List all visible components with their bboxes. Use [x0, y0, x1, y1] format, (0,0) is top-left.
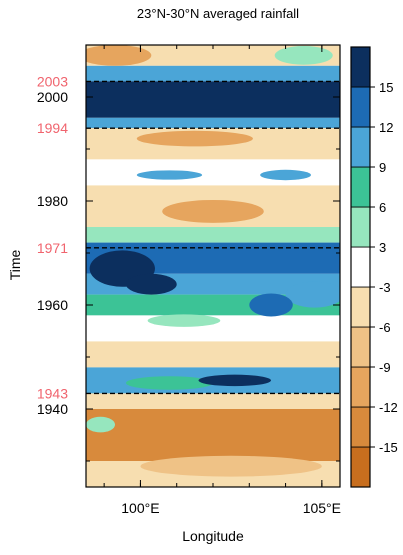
rainfall-contour-cell: [140, 455, 322, 477]
x-tick-label: 100°E: [121, 500, 159, 516]
colorbar-frame: [350, 46, 371, 488]
colorbar-tick-label: -12: [379, 400, 398, 415]
rainfall-contour-cell: [86, 45, 152, 66]
rainfall-contour-cell: [147, 314, 221, 327]
marked-year-label: 2003: [37, 73, 68, 89]
rainfall-band: [86, 409, 340, 461]
colorbar-swatch: [350, 446, 371, 488]
chart-title: 23°N-30°N averaged rainfall: [137, 6, 299, 21]
colorbar-tick-label: -3: [379, 280, 391, 295]
y-tick-label: 2000: [37, 89, 68, 105]
rainfall-contour-cell: [136, 170, 203, 180]
rainfall-band: [86, 341, 340, 368]
y-axis-label: Time: [7, 249, 23, 280]
colorbar-tick-label: 9: [379, 160, 386, 175]
rainfall-contour-cell: [125, 376, 213, 390]
y-tick-label: 1960: [37, 297, 68, 313]
colorbar-swatch: [350, 246, 371, 288]
colorbar-tick-label: -9: [379, 360, 391, 375]
colorbar-tick-label: 12: [379, 120, 393, 135]
colorbar-swatch: [350, 366, 371, 408]
rainfall-contour-cell: [285, 281, 340, 308]
colorbar-tick-label: 6: [379, 200, 386, 215]
rainfall-contour-cell: [198, 374, 272, 387]
colorbar-swatch: [350, 326, 371, 368]
rainfall-contour-cell: [260, 169, 311, 181]
rainfall-contour-cell: [136, 130, 253, 147]
colorbar-swatch: [350, 206, 371, 248]
rainfall-band: [86, 227, 340, 243]
marked-year-label: 1971: [37, 240, 68, 256]
y-tick-label: 1980: [37, 193, 68, 209]
rainfall-band: [86, 65, 340, 82]
rainfall-contour-cell: [125, 273, 177, 295]
colorbar-swatch: [350, 126, 371, 168]
x-axis-label: Longitude: [182, 528, 244, 544]
colorbar-tick-label: 3: [379, 240, 386, 255]
colorbar-swatch: [350, 406, 371, 448]
rainfall-band: [86, 45, 340, 66]
rainfall-contour-cell: [86, 416, 116, 433]
y-tick-label: 1940: [37, 401, 68, 417]
rainfall-contour-cell: [162, 199, 264, 223]
rainfall-contour-cell: [249, 293, 293, 317]
colorbar-tick-label: -15: [379, 440, 398, 455]
marked-year-label: 1943: [37, 385, 68, 401]
x-tick-label: 105°E: [303, 500, 341, 516]
colorbar-swatch: [350, 166, 371, 208]
colorbar-swatch: [350, 286, 371, 328]
rainfall-field: [86, 45, 340, 487]
rainfall-band: [86, 117, 340, 129]
rainfall-band: [86, 81, 340, 118]
colorbar-swatch: [350, 46, 371, 88]
colorbar-tick-label: -6: [379, 320, 391, 335]
rainfall-band: [86, 393, 340, 409]
colorbar-swatch: [350, 86, 371, 128]
colorbar-tick-label: 15: [379, 80, 393, 95]
rainfall-contour-cell: [274, 46, 333, 65]
marked-year-label: 1994: [37, 120, 68, 136]
